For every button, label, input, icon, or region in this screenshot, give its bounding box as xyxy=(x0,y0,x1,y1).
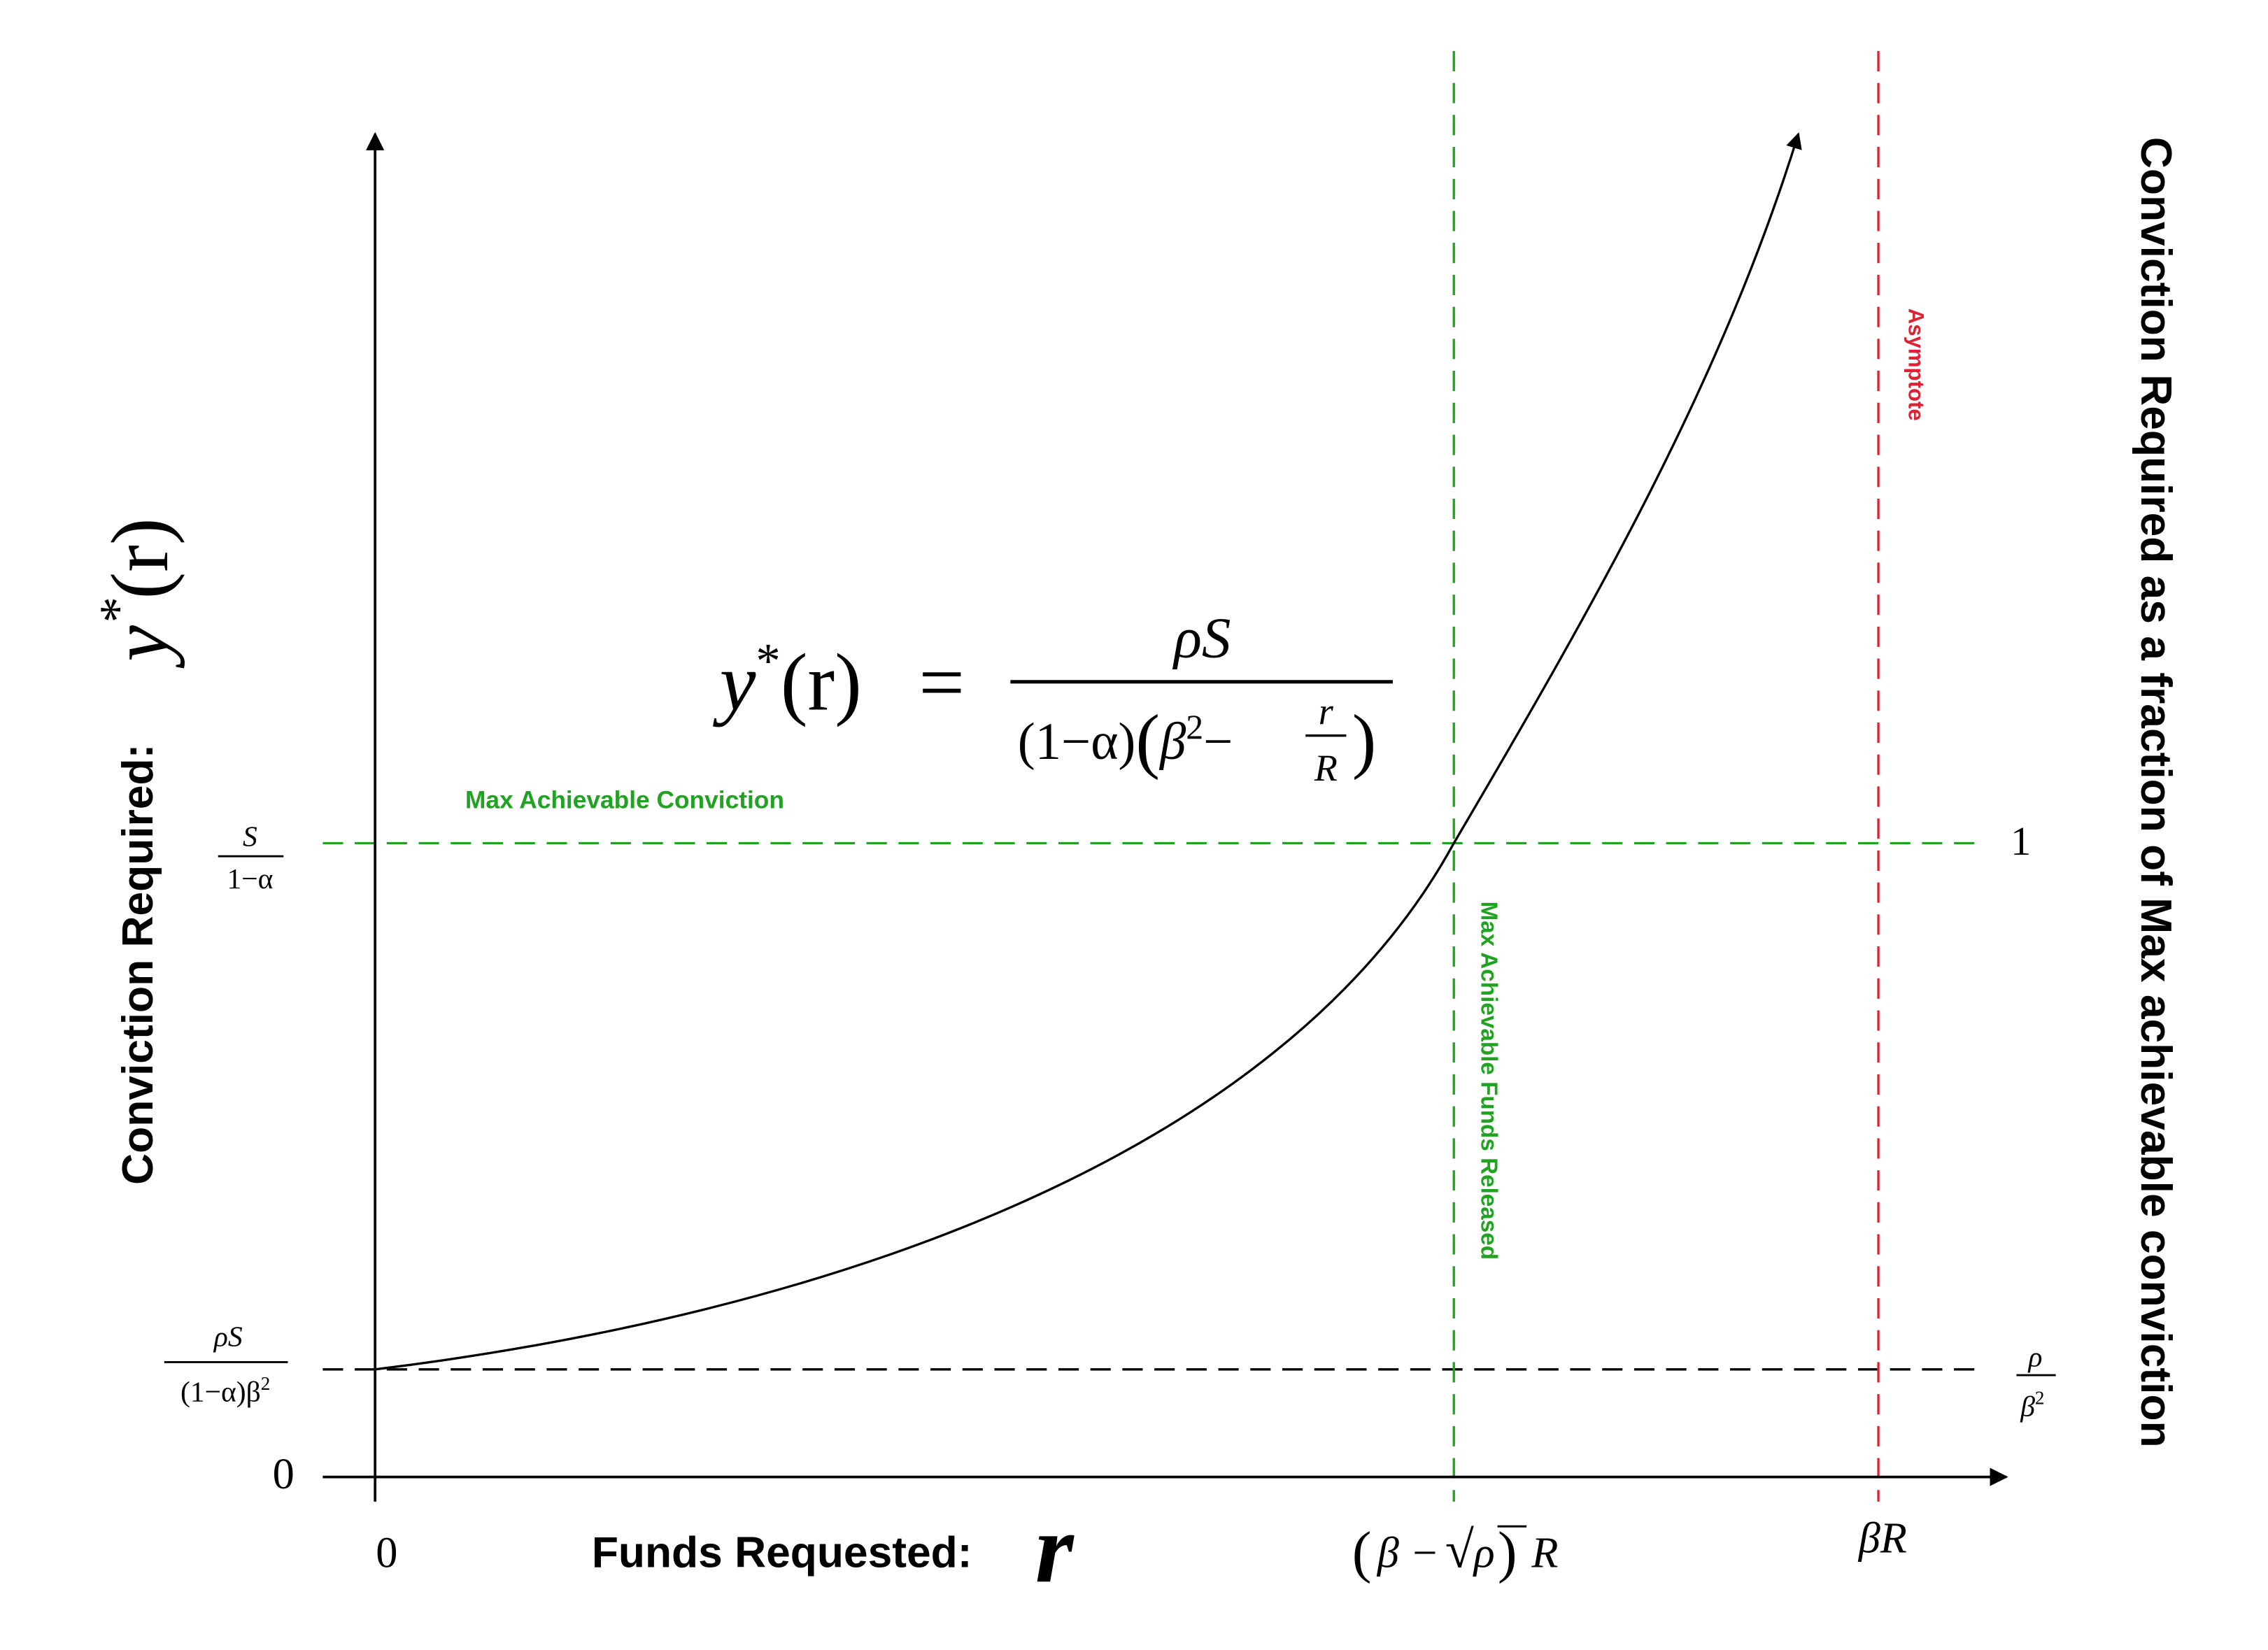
den-open: ( xyxy=(1135,700,1160,781)
right-one: 1 xyxy=(2011,818,2031,864)
formula-lhs: y*(r) xyxy=(713,634,862,728)
den-frac-num: r xyxy=(1319,690,1334,732)
formula-sup: * xyxy=(756,634,780,689)
max-funds-factor: R xyxy=(1531,1528,1558,1577)
max-funds-close: ) xyxy=(1498,1520,1517,1584)
formula-arg: (r) xyxy=(781,637,862,727)
symbol-arg: (r) xyxy=(95,518,185,599)
symbol-sup: * xyxy=(89,599,147,625)
x-axis-symbol: r xyxy=(1035,1493,1075,1603)
left-baseline-den-base: (1−α)β xyxy=(180,1376,261,1409)
den-prefix: (1−α) xyxy=(1018,713,1136,771)
den-minus: − xyxy=(1203,713,1233,771)
left-baseline-den-sup: 2 xyxy=(261,1373,271,1394)
formula-equals: = xyxy=(919,637,965,727)
max-funds-open: ( xyxy=(1352,1520,1372,1584)
den-sup: 2 xyxy=(1186,708,1203,746)
left-axis-title: Conviction Required: xyxy=(114,744,162,1185)
den-beta: β xyxy=(1158,713,1186,771)
x-zero: 0 xyxy=(376,1528,397,1577)
asymptote-label: Asymptote xyxy=(1904,308,1929,421)
den-frac-den: R xyxy=(1314,747,1338,789)
max-conviction-label: Max Achievable Conviction xyxy=(465,787,784,814)
symbol-base: y xyxy=(95,625,185,669)
max-funds-label: Max Achievable Funds Released xyxy=(1476,902,1502,1260)
formula-denominator: (1−α)(β2− xyxy=(1018,700,1233,781)
left-axis-title-group: Conviction Required: y*(r) xyxy=(89,518,185,1184)
x-axis-title: Funds Requested: xyxy=(592,1528,972,1577)
curve xyxy=(374,132,1802,1371)
left-max-den: 1−α xyxy=(227,862,273,895)
x-asymptote: βR xyxy=(1858,1514,1907,1563)
left-baseline-num: ρS xyxy=(213,1321,243,1353)
max-funds-beta: β − xyxy=(1377,1528,1440,1577)
max-funds-radicand: ρ xyxy=(1473,1528,1495,1577)
right-baseline-num: ρ xyxy=(2027,1341,2043,1373)
left-max-num: S xyxy=(243,820,257,853)
left-axis-symbol: y*(r) xyxy=(89,518,185,668)
max-funds-radical: √ xyxy=(1445,1521,1474,1579)
left-baseline-den: (1−α)β2 xyxy=(180,1373,270,1409)
x-max-funds: (β − √ρ) R xyxy=(1352,1520,1559,1584)
right-baseline-den-sup: 2 xyxy=(2035,1388,2045,1409)
right-baseline-den-base: β xyxy=(2020,1390,2035,1422)
left-zero: 0 xyxy=(273,1450,295,1498)
formula-numerator: ρS xyxy=(1172,605,1231,669)
den-close: ) xyxy=(1352,700,1377,781)
right-baseline-den: β2 xyxy=(2020,1388,2044,1423)
formula-base: y xyxy=(713,637,756,727)
right-axis-title: Conviction Required as a fraction of Max… xyxy=(2132,137,2180,1448)
